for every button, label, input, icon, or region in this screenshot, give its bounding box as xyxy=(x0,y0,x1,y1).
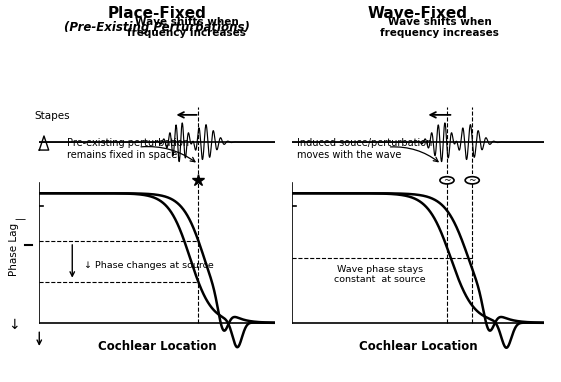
Text: ↓ Phase changes at source: ↓ Phase changes at source xyxy=(84,261,214,270)
Polygon shape xyxy=(39,136,49,150)
Text: Pre-existing perturbation
remains fixed in space: Pre-existing perturbation remains fixed … xyxy=(67,138,190,160)
Text: Wave phase stays
constant  at source: Wave phase stays constant at source xyxy=(334,265,426,284)
Text: (Pre-Existing Perturbations): (Pre-Existing Perturbations) xyxy=(64,21,250,34)
Text: ~: ~ xyxy=(468,176,476,185)
Text: Wave-Fixed: Wave-Fixed xyxy=(368,6,468,21)
Text: Cochlear Location: Cochlear Location xyxy=(358,340,477,353)
Text: ~: ~ xyxy=(443,176,450,185)
Text: Place-Fixed: Place-Fixed xyxy=(108,6,206,21)
Text: ↓: ↓ xyxy=(8,318,20,332)
Text: Stapes: Stapes xyxy=(35,111,70,121)
Text: Cochlear Location: Cochlear Location xyxy=(98,340,217,353)
Text: Wave shifts when
frequency increases: Wave shifts when frequency increases xyxy=(380,16,499,38)
Text: Wave shifts when
frequency increases: Wave shifts when frequency increases xyxy=(127,16,246,38)
Text: Phase Lag: Phase Lag xyxy=(9,223,19,276)
Text: Induced souce/perturbation
moves with the wave: Induced souce/perturbation moves with th… xyxy=(297,138,433,160)
Text: —: — xyxy=(14,214,25,224)
